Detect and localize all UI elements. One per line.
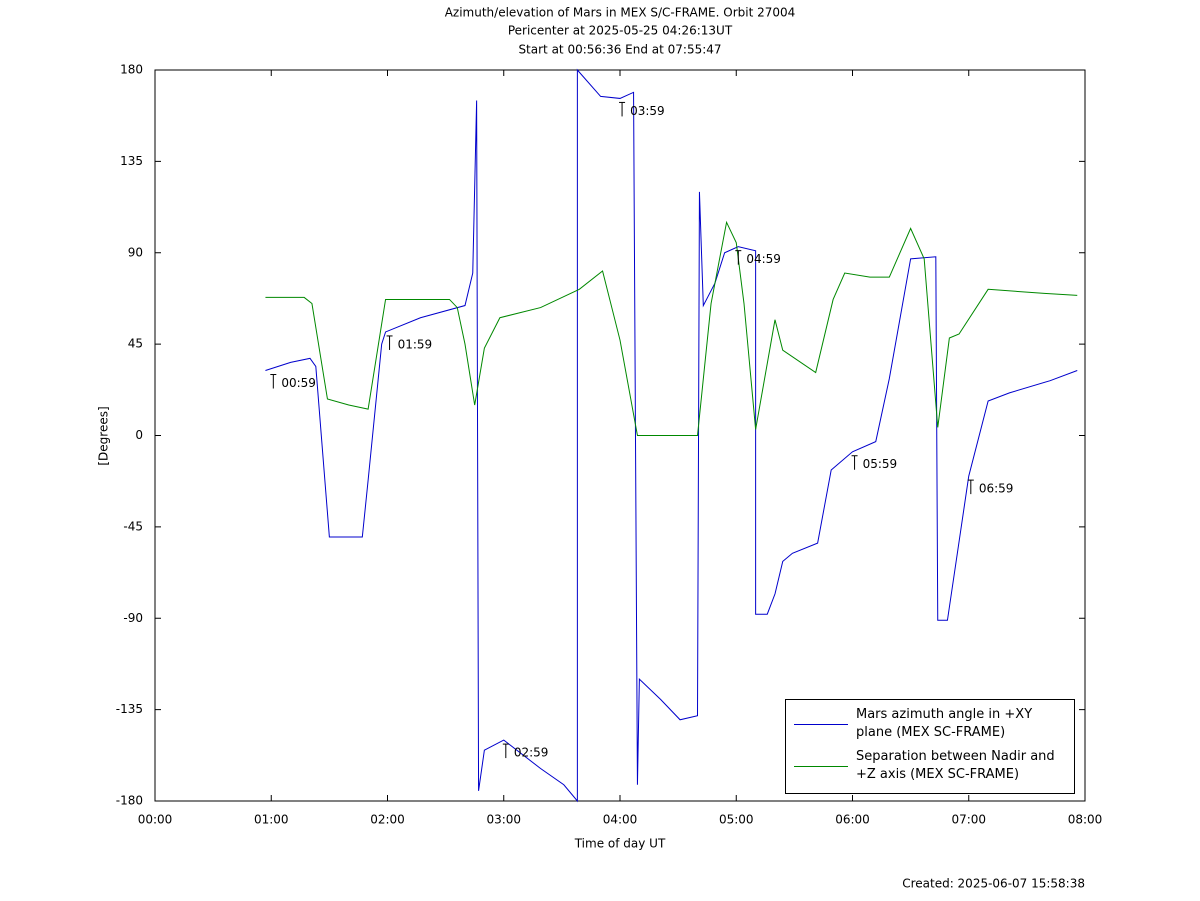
series-line — [265, 220, 1078, 436]
x-tick-label: 02:00 — [370, 813, 405, 827]
legend-entry: Mars azimuth angle in +XY plane (MEX SC-… — [794, 706, 1066, 742]
x-tick-label: 00:00 — [138, 813, 173, 827]
legend-swatch — [794, 723, 848, 725]
chart-subtitle: Start at 00:56:36 End at 07:55:47 — [518, 43, 721, 57]
footer: Created: 2025-06-07 15:58:38 — [902, 877, 1085, 891]
annotation-label: 06:59 — [979, 482, 1014, 496]
x-tick-label: 03:00 — [486, 813, 521, 827]
y-tick-label: -45 — [123, 519, 143, 533]
y-tick-label: 180 — [120, 63, 143, 77]
annotation-label: 00:59 — [281, 376, 316, 390]
annotation-label: 05:59 — [863, 457, 898, 471]
x-tick-label: 01:00 — [254, 813, 289, 827]
annotation-label: 03:59 — [630, 104, 665, 118]
legend: Mars azimuth angle in +XY plane (MEX SC-… — [785, 699, 1075, 794]
legend-label: Separation between Nadir and +Z axis (ME… — [856, 749, 1055, 782]
annotation-label: 04:59 — [746, 252, 781, 266]
x-axis-label: Time of day UT — [574, 837, 666, 851]
chart-title: Azimuth/elevation of Mars in MEX S/C-FRA… — [445, 6, 796, 20]
y-tick-label: 90 — [128, 245, 143, 259]
y-tick-label: 135 — [120, 154, 143, 168]
y-tick-label: 45 — [128, 337, 143, 351]
x-tick-label: 06:00 — [835, 813, 870, 827]
legend-label: Mars azimuth angle in +XY plane (MEX SC-… — [856, 707, 1033, 740]
y-axis-label: [Degrees] — [97, 406, 111, 465]
plot-frame — [154, 69, 1086, 802]
y-tick-label: -180 — [116, 794, 143, 808]
y-tick-label: 0 — [135, 428, 143, 442]
x-tick-label: 04:00 — [603, 813, 638, 827]
annotation-label: 02:59 — [514, 746, 549, 760]
annotation-label: 01:59 — [398, 337, 433, 351]
x-tick-label: 05:00 — [719, 813, 754, 827]
x-tick-label: 08:00 — [1068, 813, 1103, 827]
legend-swatch — [794, 765, 848, 767]
x-tick-label: 07:00 — [951, 813, 986, 827]
legend-entry: Separation between Nadir and +Z axis (ME… — [794, 748, 1066, 784]
series-line — [265, 68, 1078, 803]
y-tick-label: -90 — [123, 611, 143, 625]
chart-subtitle: Pericenter at 2025-05-25 04:26:13UT — [508, 24, 733, 38]
y-tick-label: -135 — [116, 702, 143, 716]
